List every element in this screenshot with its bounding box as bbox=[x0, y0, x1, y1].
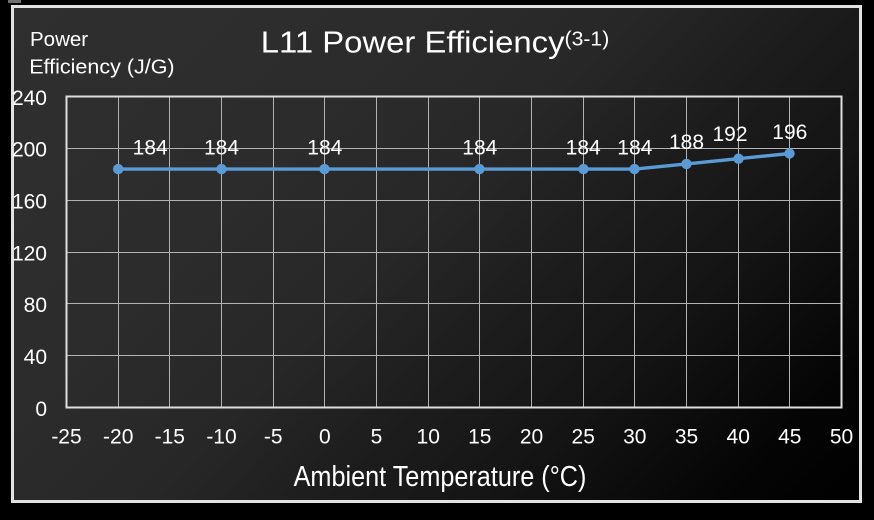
svg-text:-10: -10 bbox=[206, 425, 236, 448]
svg-text:196: 196 bbox=[772, 121, 807, 144]
svg-text:-25: -25 bbox=[51, 425, 81, 448]
svg-text:30: 30 bbox=[623, 425, 646, 448]
svg-text:184: 184 bbox=[204, 136, 239, 159]
svg-text:240: 240 bbox=[12, 87, 47, 110]
svg-text:80: 80 bbox=[24, 294, 47, 317]
svg-text:Efficiency (J/G): Efficiency (J/G) bbox=[29, 56, 174, 78]
svg-text:184: 184 bbox=[133, 136, 168, 159]
svg-text:184: 184 bbox=[462, 136, 497, 159]
svg-text:25: 25 bbox=[572, 425, 595, 448]
svg-text:188: 188 bbox=[669, 131, 704, 154]
svg-text:L11 Power Efficiency(3-1): L11 Power Efficiency(3-1) bbox=[261, 24, 610, 59]
svg-text:50: 50 bbox=[830, 425, 853, 448]
svg-text:40: 40 bbox=[727, 425, 750, 448]
svg-text:10: 10 bbox=[417, 425, 440, 448]
svg-text:-15: -15 bbox=[155, 425, 185, 448]
svg-text:Power: Power bbox=[30, 28, 88, 51]
svg-text:-5: -5 bbox=[264, 425, 283, 448]
svg-text:184: 184 bbox=[566, 136, 601, 159]
svg-text:Ambient Temperature (°C): Ambient Temperature (°C) bbox=[294, 459, 587, 492]
svg-text:200: 200 bbox=[12, 139, 47, 162]
svg-text:160: 160 bbox=[12, 191, 47, 214]
svg-text:5: 5 bbox=[371, 425, 383, 448]
svg-text:35: 35 bbox=[675, 425, 698, 448]
svg-text:-20: -20 bbox=[103, 425, 133, 448]
svg-text:0: 0 bbox=[35, 398, 47, 421]
svg-text:184: 184 bbox=[617, 136, 652, 159]
svg-text:45: 45 bbox=[778, 425, 801, 448]
svg-text:0: 0 bbox=[319, 425, 331, 448]
svg-text:40: 40 bbox=[24, 346, 47, 369]
svg-text:120: 120 bbox=[12, 242, 47, 265]
svg-text:15: 15 bbox=[468, 425, 491, 448]
svg-text:184: 184 bbox=[307, 136, 342, 159]
svg-text:20: 20 bbox=[520, 425, 543, 448]
svg-text:192: 192 bbox=[712, 123, 747, 146]
